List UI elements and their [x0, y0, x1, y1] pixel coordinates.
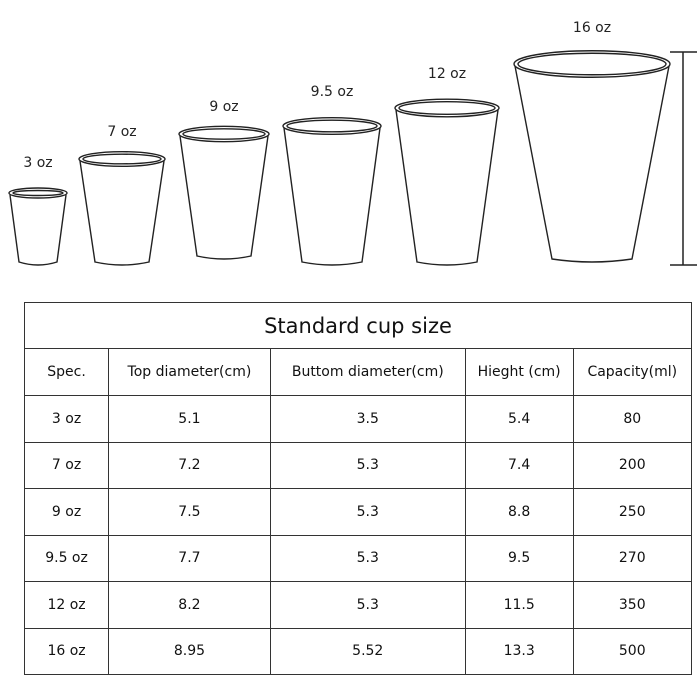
table-cell: 270 — [572, 534, 693, 582]
column-header: Buttom diameter(cm) — [269, 348, 466, 396]
cup-icon — [513, 50, 671, 263]
table-cell: 8.8 — [464, 488, 574, 536]
table-cell: 5.1 — [108, 395, 271, 443]
table-cell: 5.52 — [269, 627, 466, 675]
table-cell: 5.3 — [269, 441, 466, 489]
table-cell: 8.2 — [108, 581, 271, 629]
cup-icon — [78, 150, 166, 266]
table-cell: 8.95 — [108, 627, 271, 675]
column-header: Top diameter(cm) — [108, 348, 271, 396]
cup-size-label: 9 oz — [209, 99, 238, 115]
column-header: Hieght (cm) — [464, 348, 574, 396]
table-cell: 500 — [572, 627, 693, 675]
cup-icon — [8, 187, 68, 266]
table-cell: 7.7 — [108, 534, 271, 582]
table-row: 12 oz 8.2 5.3 11.5 350 — [23, 581, 693, 629]
table-cell: 9.5 oz — [23, 534, 110, 582]
table-row: 3 oz 5.1 3.5 5.4 80 — [23, 395, 693, 443]
table-cell: 350 — [572, 581, 693, 629]
table-cell: 9.5 — [464, 534, 574, 582]
cup-size-table: Standard cup size Spec. Top diameter(cm) B… — [23, 302, 693, 675]
cup-size-illustration: 3 oz 7 oz 9 oz 9.5 oz 12 oz 16 oz — [8, 20, 697, 266]
table-cell: 200 — [572, 441, 693, 489]
table-row: 7 oz 7.2 5.3 7.4 200 — [23, 441, 693, 489]
cup-size-label: 16 oz — [573, 20, 611, 36]
table-cell: 7.5 — [108, 488, 271, 536]
table-cell: 3.5 — [269, 395, 466, 443]
table-cell: 7.4 — [464, 441, 574, 489]
table-cell: 80 — [572, 395, 693, 443]
cup-size-label: 9.5 oz — [311, 84, 354, 100]
table-row: 16 oz 8.95 5.52 13.3 500 — [23, 627, 693, 675]
cup-icon — [282, 116, 382, 266]
column-header: Capacity(ml) — [572, 348, 693, 396]
table-cell: 5.3 — [269, 488, 466, 536]
cup-size-label: 12 oz — [428, 66, 466, 82]
table-cell: 5.4 — [464, 395, 574, 443]
cup-icon — [394, 98, 500, 266]
cup-size-label: 7 oz — [107, 124, 136, 140]
table-cell: 16 oz — [23, 627, 110, 675]
table-cell: 13.3 — [464, 627, 574, 675]
table-cell: 5.3 — [269, 534, 466, 582]
table-cell: 12 oz — [23, 581, 110, 629]
table-cell: 3 oz — [23, 395, 110, 443]
table-cell: 7.2 — [108, 441, 271, 489]
column-header: Spec. — [23, 348, 110, 396]
table-cell: 5.3 — [269, 581, 466, 629]
table-cell: 9 oz — [23, 488, 110, 536]
table-row: 9.5 oz 7.7 5.3 9.5 270 — [23, 534, 693, 582]
table-cell: 7 oz — [23, 441, 110, 489]
cup-size-label: 3 oz — [23, 155, 52, 171]
cup-icon — [178, 125, 270, 260]
table-title: Standard cup size — [24, 302, 692, 349]
table-row: 9 oz 7.5 5.3 8.8 250 — [23, 488, 693, 536]
table-cell: 250 — [572, 488, 693, 536]
table-cell: 11.5 — [464, 581, 574, 629]
